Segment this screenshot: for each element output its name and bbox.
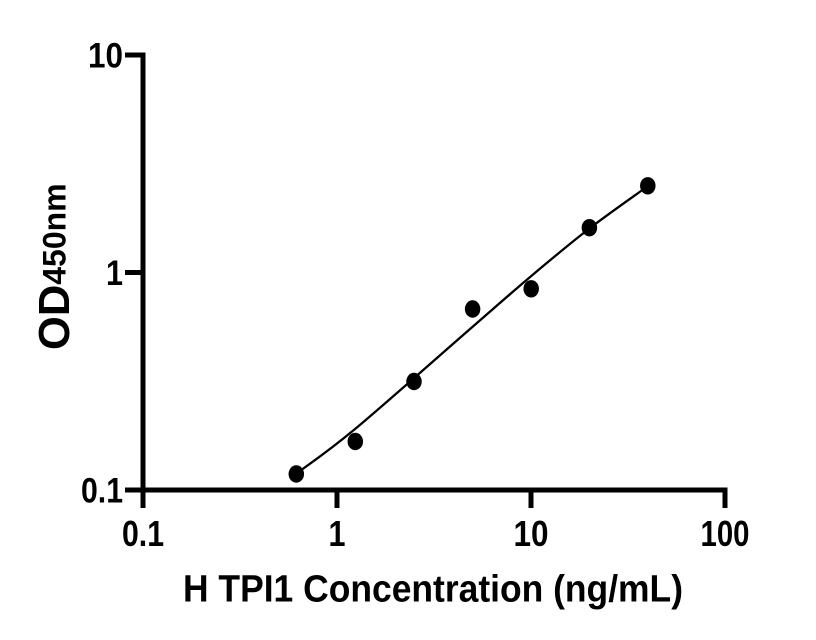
svg-text:100: 100 — [701, 513, 750, 554]
svg-text:H TPI1 Concentration (ng/mL): H TPI1 Concentration (ng/mL) — [183, 569, 683, 611]
svg-text:10: 10 — [88, 37, 123, 76]
svg-text:1: 1 — [329, 513, 346, 554]
svg-text:1: 1 — [106, 254, 123, 293]
svg-text:OD450nm: OD450nm — [31, 183, 79, 350]
svg-text:10: 10 — [514, 513, 549, 554]
svg-text:0.1: 0.1 — [81, 472, 123, 511]
svg-text:0.1: 0.1 — [122, 513, 164, 554]
